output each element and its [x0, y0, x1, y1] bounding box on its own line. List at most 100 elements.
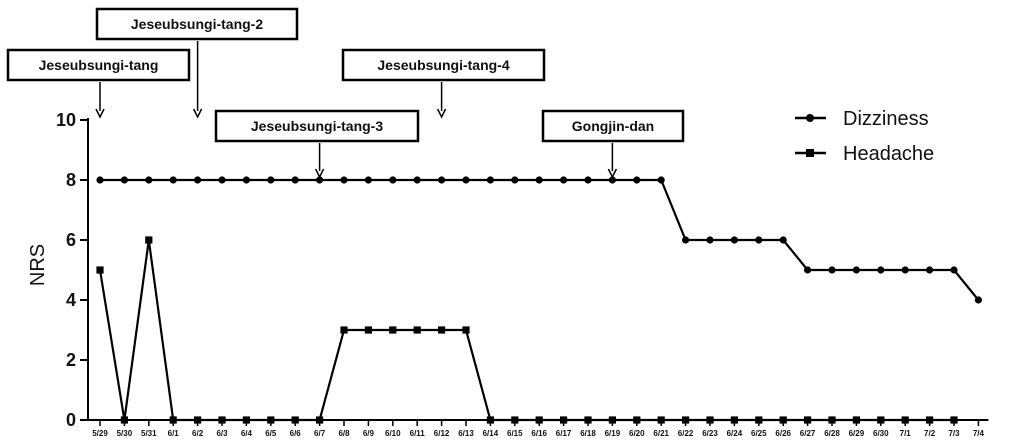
data-point: [755, 236, 763, 244]
x-tick-label: 6/4: [241, 429, 253, 438]
x-tick-label: 6/13: [458, 429, 474, 438]
x-tick-label: 6/21: [653, 429, 669, 438]
data-point: [877, 416, 885, 424]
series-line: [98, 239, 954, 422]
data-point: [242, 176, 250, 184]
series-line: [100, 178, 980, 301]
annotation-label: Jeseubsungi-tang-3: [251, 118, 383, 134]
data-point: [316, 416, 324, 424]
data-point: [706, 416, 714, 424]
data-point: [950, 416, 958, 424]
data-point: [169, 416, 177, 424]
data-point: [901, 416, 909, 424]
x-tick-label: 6/23: [702, 429, 718, 438]
data-point: [145, 176, 153, 184]
data-point: [560, 416, 568, 424]
y-tick-label: 0: [66, 410, 76, 430]
annotation: Jeseubsungi-tang-4: [341, 48, 546, 119]
x-tick-label: 6/16: [531, 429, 547, 438]
data-point: [267, 416, 275, 424]
data-point: [267, 176, 275, 184]
x-tick-label: 6/10: [385, 429, 401, 438]
data-point: [657, 416, 665, 424]
annotation-label: Gongjin-dan: [572, 118, 654, 134]
data-point: [96, 266, 104, 274]
x-tick-label: 7/4: [973, 429, 985, 438]
data-point: [120, 416, 128, 424]
y-tick-label: 2: [66, 350, 76, 370]
annotations: Jeseubsungi-tang Jeseubsungi-tang-2 Jeseub…: [6, 7, 685, 179]
data-point: [340, 326, 348, 334]
y-tick-label: 6: [66, 230, 76, 250]
x-tick-label: 6/9: [363, 429, 375, 438]
data-point: [462, 176, 470, 184]
data-point: [120, 176, 128, 184]
x-tick-label: 6/19: [605, 429, 621, 438]
annotation: Gongjin-dan: [541, 109, 685, 179]
x-tick-label: 6/11: [410, 429, 426, 438]
data-point: [291, 176, 299, 184]
data-point: [511, 176, 519, 184]
data-point: [877, 266, 885, 274]
annotation-label: Jeseubsungi-tang: [39, 57, 159, 73]
data-point: [950, 266, 958, 274]
data-point: [633, 176, 641, 184]
annotation-arrow-head: [607, 168, 618, 179]
data-point: [926, 416, 934, 424]
data-point: [169, 176, 177, 184]
y-tick-label: 10: [56, 110, 76, 130]
series-layer: [96, 176, 983, 424]
y-axis-label: NRS: [27, 244, 49, 286]
x-tick-label: 6/8: [338, 429, 350, 438]
x-tick-label: 6/14: [483, 429, 499, 438]
data-point: [389, 176, 397, 184]
data-point: [755, 416, 763, 424]
data-point: [218, 416, 226, 424]
x-tick-label: 6/15: [507, 429, 523, 438]
data-point: [730, 236, 739, 244]
data-point: [511, 416, 519, 424]
legend-label: Headache: [843, 143, 934, 165]
annotation-box: [6, 48, 191, 82]
annotation-arrow-head: [95, 108, 105, 119]
data-point: [828, 416, 836, 424]
legend-marker-square: [806, 149, 814, 157]
series-headache: [96, 236, 958, 424]
annotation: Jeseubsungi-tang: [6, 48, 191, 119]
data-point: [462, 326, 470, 334]
data-point: [364, 176, 372, 184]
data-point: [413, 326, 421, 334]
x-tick-label: 6/26: [775, 429, 791, 438]
data-point: [682, 236, 690, 244]
data-point: [804, 416, 812, 424]
x-tick-label: 6/2: [192, 429, 204, 438]
data-point: [535, 416, 543, 424]
x-tick-label: 7/3: [948, 429, 960, 438]
data-point: [194, 416, 202, 424]
data-point: [706, 236, 714, 244]
x-tick-label: 6/29: [849, 429, 865, 438]
data-point: [438, 326, 446, 334]
annotation-box: [541, 109, 685, 143]
x-tick-label: 6/7: [314, 429, 326, 438]
data-point: [438, 176, 446, 184]
x-tick-label: 6/27: [800, 429, 816, 438]
data-point: [926, 266, 934, 274]
annotation-label: Jeseubsungi-tang-2: [131, 16, 263, 32]
x-tick-label: 6/17: [556, 429, 572, 438]
x-tick-label: 6/22: [678, 429, 694, 438]
legend-label: Dizziness: [843, 108, 929, 130]
x-tick-label: 6/30: [873, 429, 889, 438]
x-tick-label: 6/12: [434, 429, 450, 438]
x-tick-label: 7/2: [924, 429, 936, 438]
data-point: [96, 176, 104, 184]
data-point: [852, 266, 861, 274]
data-point: [218, 176, 226, 184]
annotation: Jeseubsungi-tang-2: [95, 7, 299, 119]
x-tick-label: 6/18: [580, 429, 596, 438]
data-point: [901, 266, 909, 274]
x-tick-label: 5/29: [92, 429, 108, 438]
data-point: [413, 176, 421, 184]
series-dizziness: [96, 176, 983, 304]
